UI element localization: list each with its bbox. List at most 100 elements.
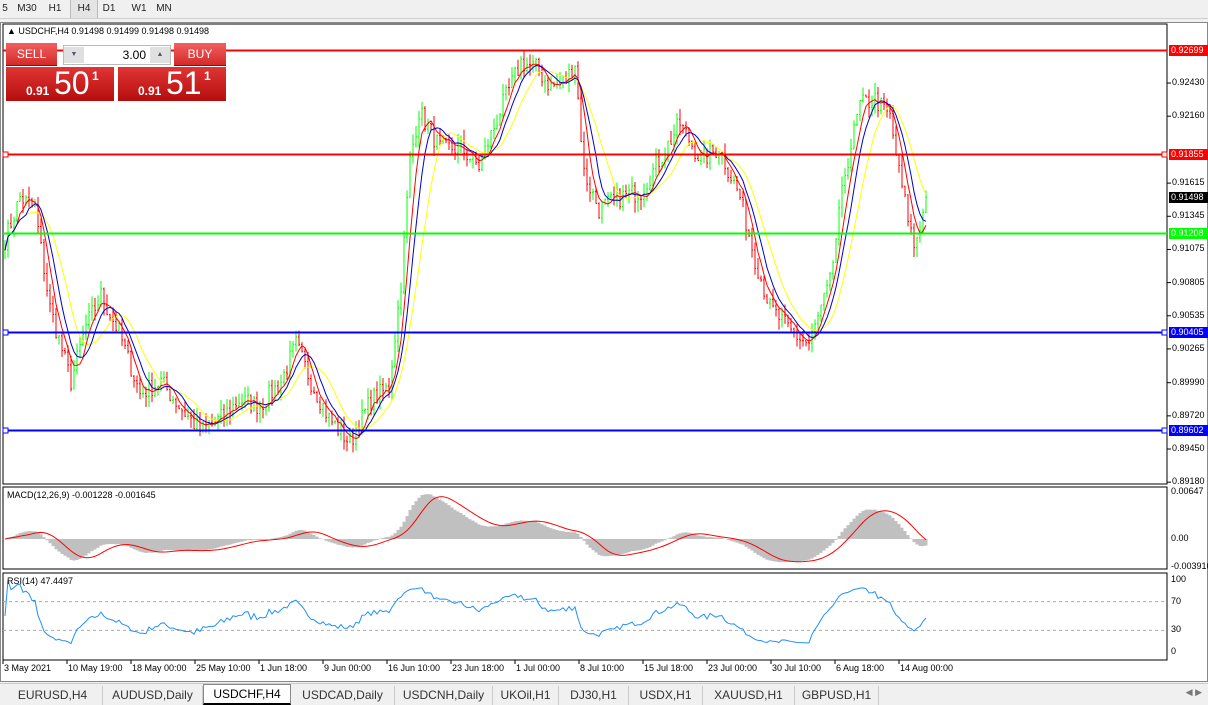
ohlc-bar	[382, 378, 384, 401]
tab-dj30-h1[interactable]: DJ30,H1	[559, 686, 629, 705]
macd-label: MACD(12,26,9) -0.001228 -0.001645	[7, 490, 156, 500]
ohlc-bar	[58, 335, 60, 345]
timeframe-d1[interactable]: D1	[102, 3, 116, 14]
ohlc-bar	[145, 386, 147, 407]
lot-size-stepper[interactable]: ▼ 3.00 ▲	[63, 45, 171, 65]
time-label: 18 May 00:00	[132, 663, 187, 673]
ohlc-bar	[286, 365, 288, 380]
tab-scroll-arrows-icon[interactable]: ◀ ▶	[1185, 687, 1202, 697]
ohlc-bar	[901, 154, 903, 189]
tab-usdx-h1[interactable]: USDX,H1	[629, 686, 703, 705]
ohlc-bar	[658, 149, 660, 174]
ohlc-bar	[133, 375, 135, 388]
ohlc-bar	[55, 307, 57, 339]
lot-decrease-icon[interactable]: ▼	[64, 47, 84, 63]
ohlc-bar	[253, 395, 255, 412]
tab-usdcad-daily[interactable]: USDCAD,Daily	[291, 686, 395, 705]
ohlc-bar	[826, 279, 828, 298]
buy-price-prefix: 0.91	[138, 84, 162, 98]
ohlc-bar	[457, 133, 459, 164]
line-anchor-handle[interactable]	[1161, 427, 1168, 434]
ohlc-bar	[499, 112, 501, 126]
ohlc-bar	[835, 238, 837, 263]
ohlc-bar	[166, 371, 168, 391]
ohlc-bar	[847, 158, 849, 180]
ohlc-bar	[526, 57, 528, 73]
sell-price-pip: 1	[92, 69, 99, 83]
buy-button[interactable]: BUY	[174, 43, 226, 66]
price-tick-label: 0.89450	[1172, 443, 1205, 453]
price-tick-label: 0.91615	[1172, 177, 1205, 188]
ohlc-bar	[49, 284, 51, 313]
ohlc-bar	[556, 73, 558, 89]
ohlc-bar	[754, 242, 756, 275]
timeframe-w1[interactable]: W1	[131, 3, 147, 14]
lot-increase-icon[interactable]: ▲	[150, 47, 170, 63]
ohlc-bar	[904, 185, 906, 198]
macd-tick-label: 0.00647	[1171, 486, 1204, 496]
tab-audusd-daily[interactable]: AUDUSD,Daily	[103, 686, 203, 705]
price-tick-label: 0.92160	[1172, 110, 1205, 121]
price-tick-label: 0.89720	[1172, 409, 1205, 420]
tab-usdcnh-daily[interactable]: USDCNH,Daily	[395, 686, 493, 705]
ohlc-bar	[598, 202, 600, 219]
tab-usdchf-h4[interactable]: USDCHF,H4	[203, 684, 291, 705]
ohlc-bar	[688, 127, 690, 146]
ohlc-bar	[844, 168, 846, 194]
ohlc-bar	[397, 300, 399, 352]
ohlc-bar	[91, 296, 93, 321]
ohlc-bar	[295, 330, 297, 352]
line-anchor-handle[interactable]	[1161, 151, 1168, 158]
ohlc-bar	[622, 185, 624, 212]
ohlc-bar	[508, 78, 510, 96]
ohlc-bar	[139, 375, 141, 400]
time-label: 8 Jul 10:00	[580, 663, 625, 673]
ohlc-bar	[403, 230, 405, 295]
buy-price[interactable]: 0.91 51 1	[118, 65, 226, 101]
timeframe-h4[interactable]: H4	[70, 0, 98, 18]
ohlc-bar	[610, 191, 612, 199]
time-label: 1 Jun 18:00	[260, 663, 308, 673]
ohlc-bar	[412, 134, 414, 164]
ohlc-bar	[868, 89, 870, 118]
ohlc-bar	[334, 420, 336, 425]
ohlc-bar	[136, 375, 138, 393]
ohlc-bar	[85, 314, 87, 340]
tab-ukoil-h1[interactable]: UKOil,H1	[493, 686, 559, 705]
ohlc-bar	[823, 292, 825, 311]
timeframe-5[interactable]: 5	[2, 3, 8, 14]
ohlc-bar	[40, 218, 42, 245]
ohlc-bar	[409, 151, 411, 198]
timeframe-mn[interactable]: MN	[156, 3, 172, 14]
macd-signal-line	[4, 496, 927, 563]
ohlc-bar	[712, 144, 714, 154]
timeframe-h1[interactable]: H1	[48, 3, 62, 14]
ohlc-bar	[43, 238, 45, 282]
lot-size-input[interactable]: 3.00	[122, 48, 146, 62]
tab-eurusd-h4[interactable]: EURUSD,H4	[3, 686, 103, 705]
price-tick-label: 0.90535	[1172, 309, 1205, 320]
sell-price[interactable]: 0.91 50 1	[6, 65, 114, 101]
line-anchor-handle[interactable]	[2, 329, 9, 336]
tab-gbpusd-h1[interactable]: GBPUSD,H1	[795, 686, 879, 705]
timeframe-m30[interactable]: M30	[17, 3, 37, 14]
ohlc-bar	[760, 275, 762, 282]
ohlc-bar	[283, 368, 285, 386]
sell-button[interactable]: SELL	[6, 43, 57, 66]
price-tick-label: 0.89180	[1172, 476, 1205, 487]
time-label: 23 Jun 18:00	[452, 663, 505, 673]
ohlc-bar	[307, 351, 309, 386]
ohlc-bar	[529, 54, 531, 76]
ohlc-bar	[127, 340, 129, 354]
line-anchor-handle[interactable]	[1161, 329, 1168, 336]
ohlc-bar	[820, 304, 822, 322]
line-anchor-handle[interactable]	[2, 427, 9, 434]
ohlc-bar	[517, 59, 519, 77]
ohlc-bar	[220, 400, 222, 424]
tab-xauusd-h1[interactable]: XAUUSD,H1	[703, 686, 795, 705]
price-tick-label: 0.90805	[1172, 276, 1205, 287]
line-anchor-handle[interactable]	[2, 151, 9, 158]
ohlc-bar	[76, 343, 78, 375]
ohlc-bar	[865, 94, 867, 98]
